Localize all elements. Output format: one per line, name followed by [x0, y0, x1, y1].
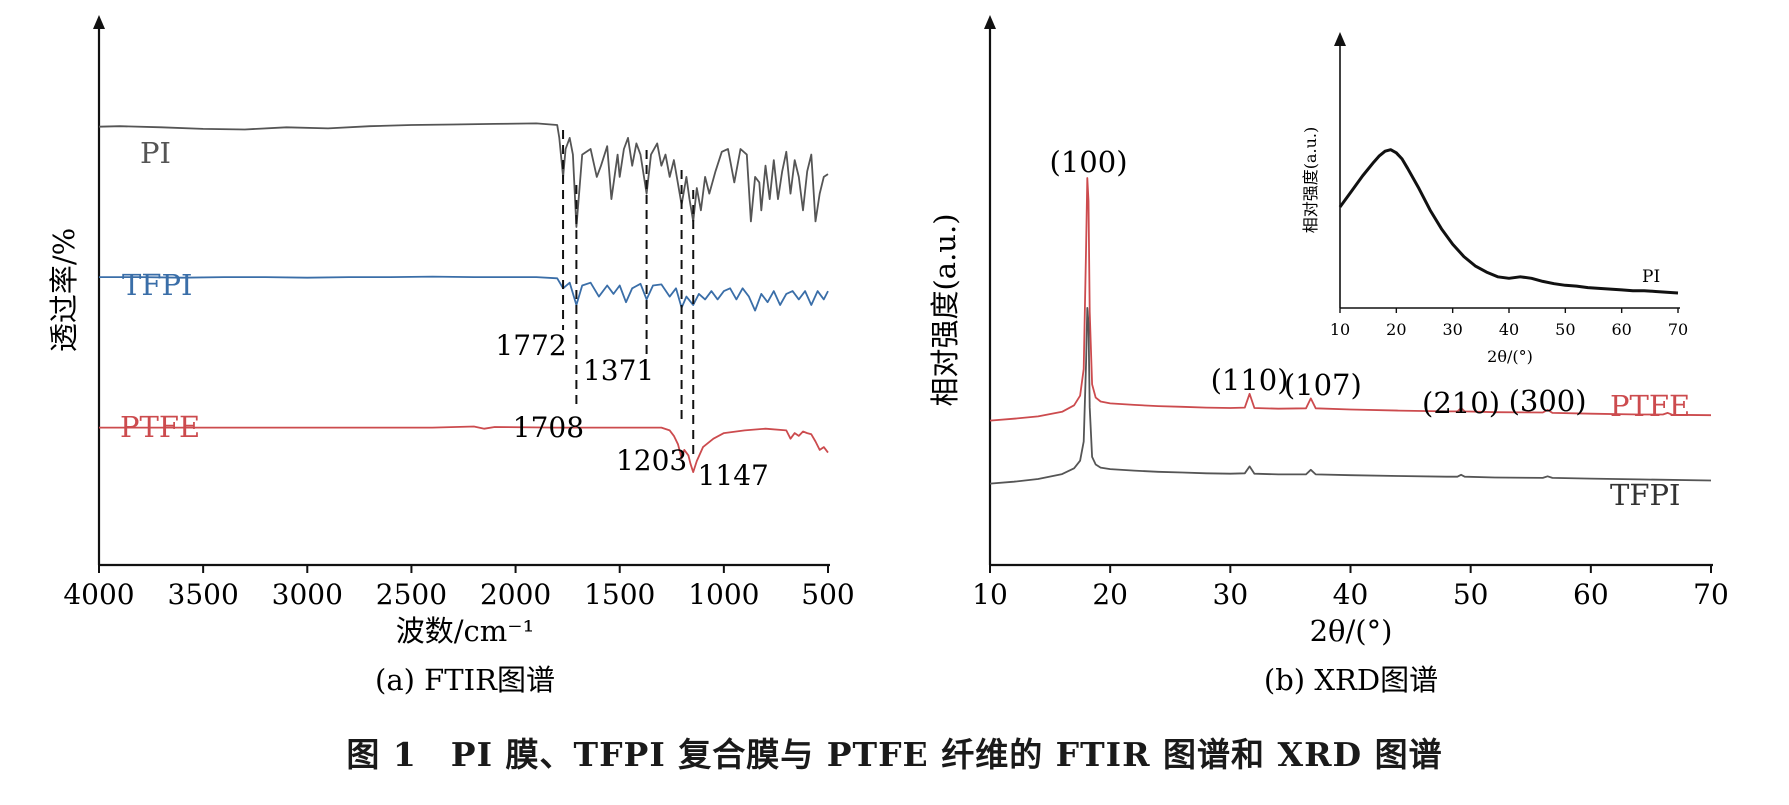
ftir-peak-label: 1203 — [616, 444, 687, 477]
ftir-label-ptfe: PTFE — [120, 410, 200, 444]
ftir-peak-label: 1371 — [583, 354, 654, 387]
ftir-y-axis-label: 透过率/% — [47, 228, 81, 352]
xrd-peak-label: (300) — [1509, 384, 1587, 418]
ftir-series-tfpi — [99, 275, 829, 312]
ftir-label-tfpi: TFPI — [122, 268, 192, 302]
xrd-peak-label: (210) — [1422, 386, 1500, 420]
xrd-x-axis-label: 2θ/(°) — [1310, 614, 1393, 648]
ftir-x-tick-label: 1000 — [688, 578, 759, 611]
xrd-peak-label: (107) — [1284, 368, 1362, 402]
ftir-peak-label: 1147 — [698, 459, 769, 492]
ftir-x-tick-label: 2500 — [376, 578, 447, 611]
ftir-x-tick-label: 500 — [801, 578, 854, 611]
inset-x-tick-label: 60 — [1611, 320, 1631, 339]
xrd-series-tfpi — [989, 307, 1712, 485]
inset-x-tick-label: 40 — [1499, 320, 1519, 339]
xrd-inset-chart: 10 20 30 40 50 60 70 PI 2θ/(°) 相对强度(a.u.) — [1301, 32, 1688, 366]
ftir-series-ptfe — [99, 425, 829, 473]
ftir-label-pi: PI — [140, 136, 171, 170]
inset-x-tick-label: 50 — [1555, 320, 1575, 339]
ftir-x-tick-label: 2000 — [480, 578, 551, 611]
xrd-peak-label: (100) — [1050, 145, 1128, 179]
xrd-x-tick-label: 70 — [1693, 578, 1729, 611]
inset-x-tick-label: 70 — [1668, 320, 1688, 339]
inset-label-pi: PI — [1642, 267, 1660, 287]
ftir-series-pi — [98, 122, 829, 228]
ftir-x-tick-label: 1500 — [584, 578, 655, 611]
ftir-peak-label: 1708 — [513, 411, 584, 444]
figure-caption: 图 1 PI 膜、TFPI 复合膜与 PTFE 纤维的 FTIR 图谱和 XRD… — [346, 735, 1443, 774]
inset-x-tick-label: 30 — [1442, 320, 1462, 339]
inset-x-axis-label: 2θ/(°) — [1487, 347, 1533, 366]
ftir-subcaption: (a) FTIR图谱 — [375, 663, 555, 697]
xrd-x-tick-label: 50 — [1453, 578, 1489, 611]
xrd-y-axis-label: 相对强度(a.u.) — [928, 213, 962, 406]
xrd-x-tick-label: 40 — [1333, 578, 1369, 611]
xrd-x-tick-label: 30 — [1213, 578, 1249, 611]
inset-x-tick-label: 10 — [1330, 320, 1350, 339]
xrd-subcaption: (b) XRD图谱 — [1264, 663, 1438, 697]
ftir-chart: 4000 3500 3000 2500 2000 1500 1000 500 PI TFPI PT… — [47, 15, 855, 697]
ftir-peak-label: 1772 — [495, 329, 566, 362]
inset-x-tick-label: 20 — [1386, 320, 1406, 339]
ftir-x-tick-label: 4000 — [63, 578, 134, 611]
xrd-x-tick-label: 10 — [972, 578, 1008, 611]
xrd-label-tfpi: TFPI — [1610, 478, 1680, 512]
xrd-chart: 10 20 30 40 50 60 70 PTFE TFPI (100) (110)(107) (2… — [928, 15, 1729, 697]
xrd-x-tick-label: 60 — [1573, 578, 1609, 611]
xrd-peak-label: (110) — [1211, 363, 1289, 397]
ftir-x-tick-label: 3000 — [272, 578, 343, 611]
figure-canvas: 4000 3500 3000 2500 2000 1500 1000 500 PI TFPI PT… — [47, 15, 1729, 697]
inset-series-pi — [1338, 148, 1679, 295]
ftir-x-axis-label: 波数/cm⁻¹ — [396, 614, 534, 648]
inset-y-axis-label: 相对强度(a.u.) — [1301, 127, 1320, 234]
xrd-x-tick-label: 20 — [1092, 578, 1128, 611]
ftir-x-tick-label: 3500 — [168, 578, 239, 611]
xrd-label-ptfe: PTFE — [1610, 389, 1690, 423]
xrd-series-ptfe — [989, 177, 1712, 422]
